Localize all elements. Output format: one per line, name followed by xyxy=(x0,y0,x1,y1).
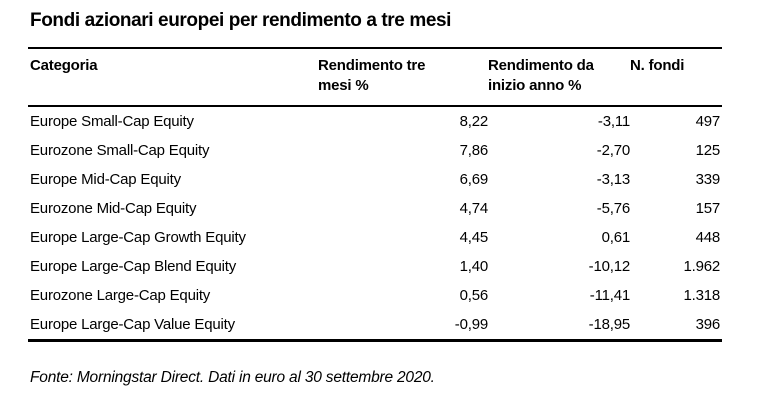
num-funds-cell: 1.318 xyxy=(683,287,720,304)
ytd-return-cell: -11,41 xyxy=(589,287,630,304)
source-note: Fonte: Morningstar Direct. Dati in euro … xyxy=(30,369,435,386)
ytd-return-cell: -18,95 xyxy=(488,310,630,342)
category-cell: Europe Large-Cap Value Equity xyxy=(28,310,318,342)
fund-returns-table: Categoria Rendimento tre mesi % Rendimen… xyxy=(28,47,722,342)
table-row: Eurozone Large-Cap Equity 0,56 -11,41 1.… xyxy=(28,281,722,310)
three-month-return-cell: 7,86 xyxy=(459,142,489,159)
category-cell: Eurozone Small-Cap Equity xyxy=(30,142,210,159)
ytd-return-cell: -3,13 xyxy=(596,171,630,188)
num-funds-cell: 448 xyxy=(695,229,721,246)
category-cell: Eurozone Large-Cap Equity xyxy=(30,287,211,304)
table-header: Categoria Rendimento tre mesi % Rendimen… xyxy=(28,48,722,107)
ytd-return-cell: -10,12 xyxy=(588,258,631,275)
three-month-return-cell: -0,99 xyxy=(318,310,488,342)
column-header-categoria: Categoria xyxy=(28,48,318,107)
table-row: Europe Large-Cap Growth Equity 4,45 0,61… xyxy=(28,223,722,252)
table-row: Europe Large-Cap Blend Equity 1,40 -10,1… xyxy=(28,252,722,281)
num-funds-cell: 396 xyxy=(630,310,722,342)
num-funds-cell: 497 xyxy=(695,113,721,130)
ytd-return-cell: -3,11 xyxy=(597,113,630,130)
ytd-return-cell: -2,70 xyxy=(596,142,630,159)
num-funds-cell: 1.962 xyxy=(683,258,720,275)
num-funds-cell: 339 xyxy=(695,171,721,188)
table-row: Eurozone Small-Cap Equity 7,86 -2,70 125 xyxy=(28,136,722,165)
num-funds-cell: 157 xyxy=(695,200,721,217)
three-month-return-cell: 4,74 xyxy=(459,200,489,217)
table-row: Europe Large-Cap Value Equity -0,99 -18,… xyxy=(28,310,722,342)
page-title: Fondi azionari europei per rendimento a … xyxy=(30,10,452,31)
num-funds-cell: 125 xyxy=(695,142,721,159)
table-row: Eurozone Mid-Cap Equity 4,74 -5,76 157 xyxy=(28,194,722,223)
column-header-rendimento-tre-mesi: Rendimento tre mesi % xyxy=(318,48,488,107)
table-row: Europe Mid-Cap Equity 6,69 -3,13 339 xyxy=(28,165,722,194)
category-cell: Europe Large-Cap Growth Equity xyxy=(30,229,246,246)
three-month-return-cell: 8,22 xyxy=(459,113,489,130)
category-cell: Europe Large-Cap Blend Equity xyxy=(30,258,237,275)
category-cell: Europe Mid-Cap Equity xyxy=(30,171,181,188)
three-month-return-cell: 4,45 xyxy=(459,229,489,246)
article-figure: Fondi azionari europei per rendimento a … xyxy=(28,8,722,387)
ytd-return-cell: -5,76 xyxy=(596,200,630,217)
three-month-return-cell: 1,40 xyxy=(459,258,489,275)
three-month-return-cell: 6,69 xyxy=(459,171,489,188)
table-row: Europe Small-Cap Equity 8,22 -3,11 497 xyxy=(28,106,722,136)
three-month-return-cell: 0,56 xyxy=(459,287,489,304)
column-header-n-fondi: N. fondi xyxy=(630,48,722,107)
ytd-return-cell: 0,61 xyxy=(601,229,631,246)
category-cell: Europe Small-Cap Equity xyxy=(30,113,194,130)
category-cell: Eurozone Mid-Cap Equity xyxy=(30,200,197,217)
column-header-rendimento-inizio-anno: Rendimento da inizio anno % xyxy=(488,48,630,107)
